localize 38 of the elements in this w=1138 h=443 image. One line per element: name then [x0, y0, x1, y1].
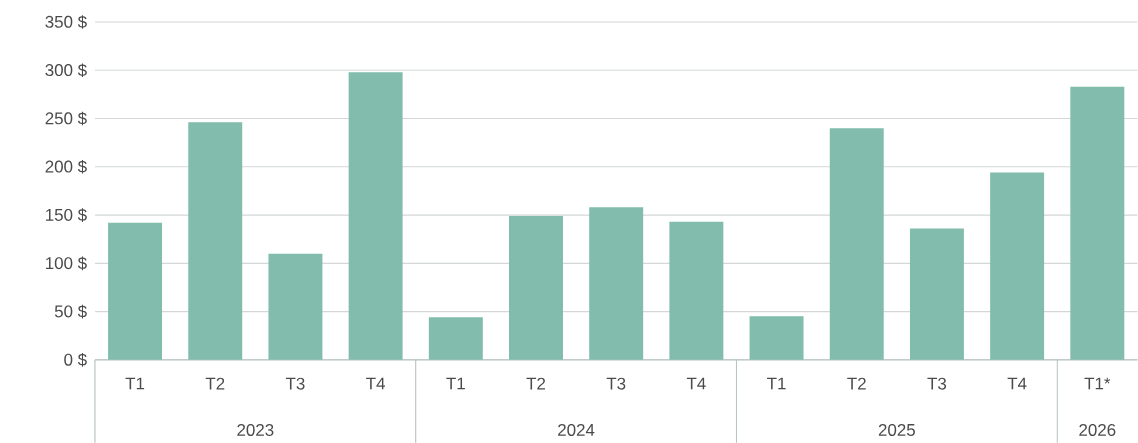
x-tick-label: T1* — [1084, 377, 1111, 390]
y-tick-label: 100 $ — [46, 256, 87, 270]
x-tick-label: T1 — [446, 377, 465, 390]
x-tick-label: T3 — [927, 377, 947, 390]
bar — [268, 253, 323, 360]
x-tick-label: T2 — [205, 377, 225, 390]
bar — [428, 317, 483, 360]
text: 2024 — [558, 423, 595, 436]
x-tick-label: T4 — [686, 377, 706, 390]
bar — [188, 122, 243, 360]
y-tick-label: 350 $ — [45, 14, 87, 29]
y-tick-label: 300 $ — [45, 63, 87, 77]
bar — [1070, 86, 1125, 360]
y-tick-label: 150 $ — [46, 208, 87, 222]
x-tick-label: T4 — [366, 377, 385, 390]
bar — [669, 221, 724, 360]
text: 2025 — [878, 423, 915, 436]
x-tick-label: T2 — [526, 377, 546, 390]
text: 2023 — [237, 423, 274, 436]
bar — [749, 316, 804, 360]
x-tick-label: T1 — [767, 377, 786, 390]
bar — [829, 127, 884, 360]
bar — [589, 207, 644, 360]
text: 2026 — [1079, 423, 1116, 436]
y-tick-label: 50 $ — [54, 304, 87, 319]
bar — [990, 172, 1045, 360]
x-tick-label: T3 — [285, 377, 305, 390]
bar — [909, 228, 964, 360]
y-tick-label: 200 $ — [45, 159, 87, 174]
x-tick-label: T4 — [1007, 377, 1027, 390]
x-tick-label: T2 — [847, 377, 866, 390]
bar — [348, 72, 403, 360]
y-tick-label: 250 $ — [45, 111, 87, 126]
bar — [509, 215, 563, 360]
x-tick-label: T3 — [606, 377, 626, 390]
y-tick-label: 0 $ — [64, 352, 87, 367]
x-tick-label: T1 — [125, 377, 145, 390]
bar — [108, 222, 163, 360]
